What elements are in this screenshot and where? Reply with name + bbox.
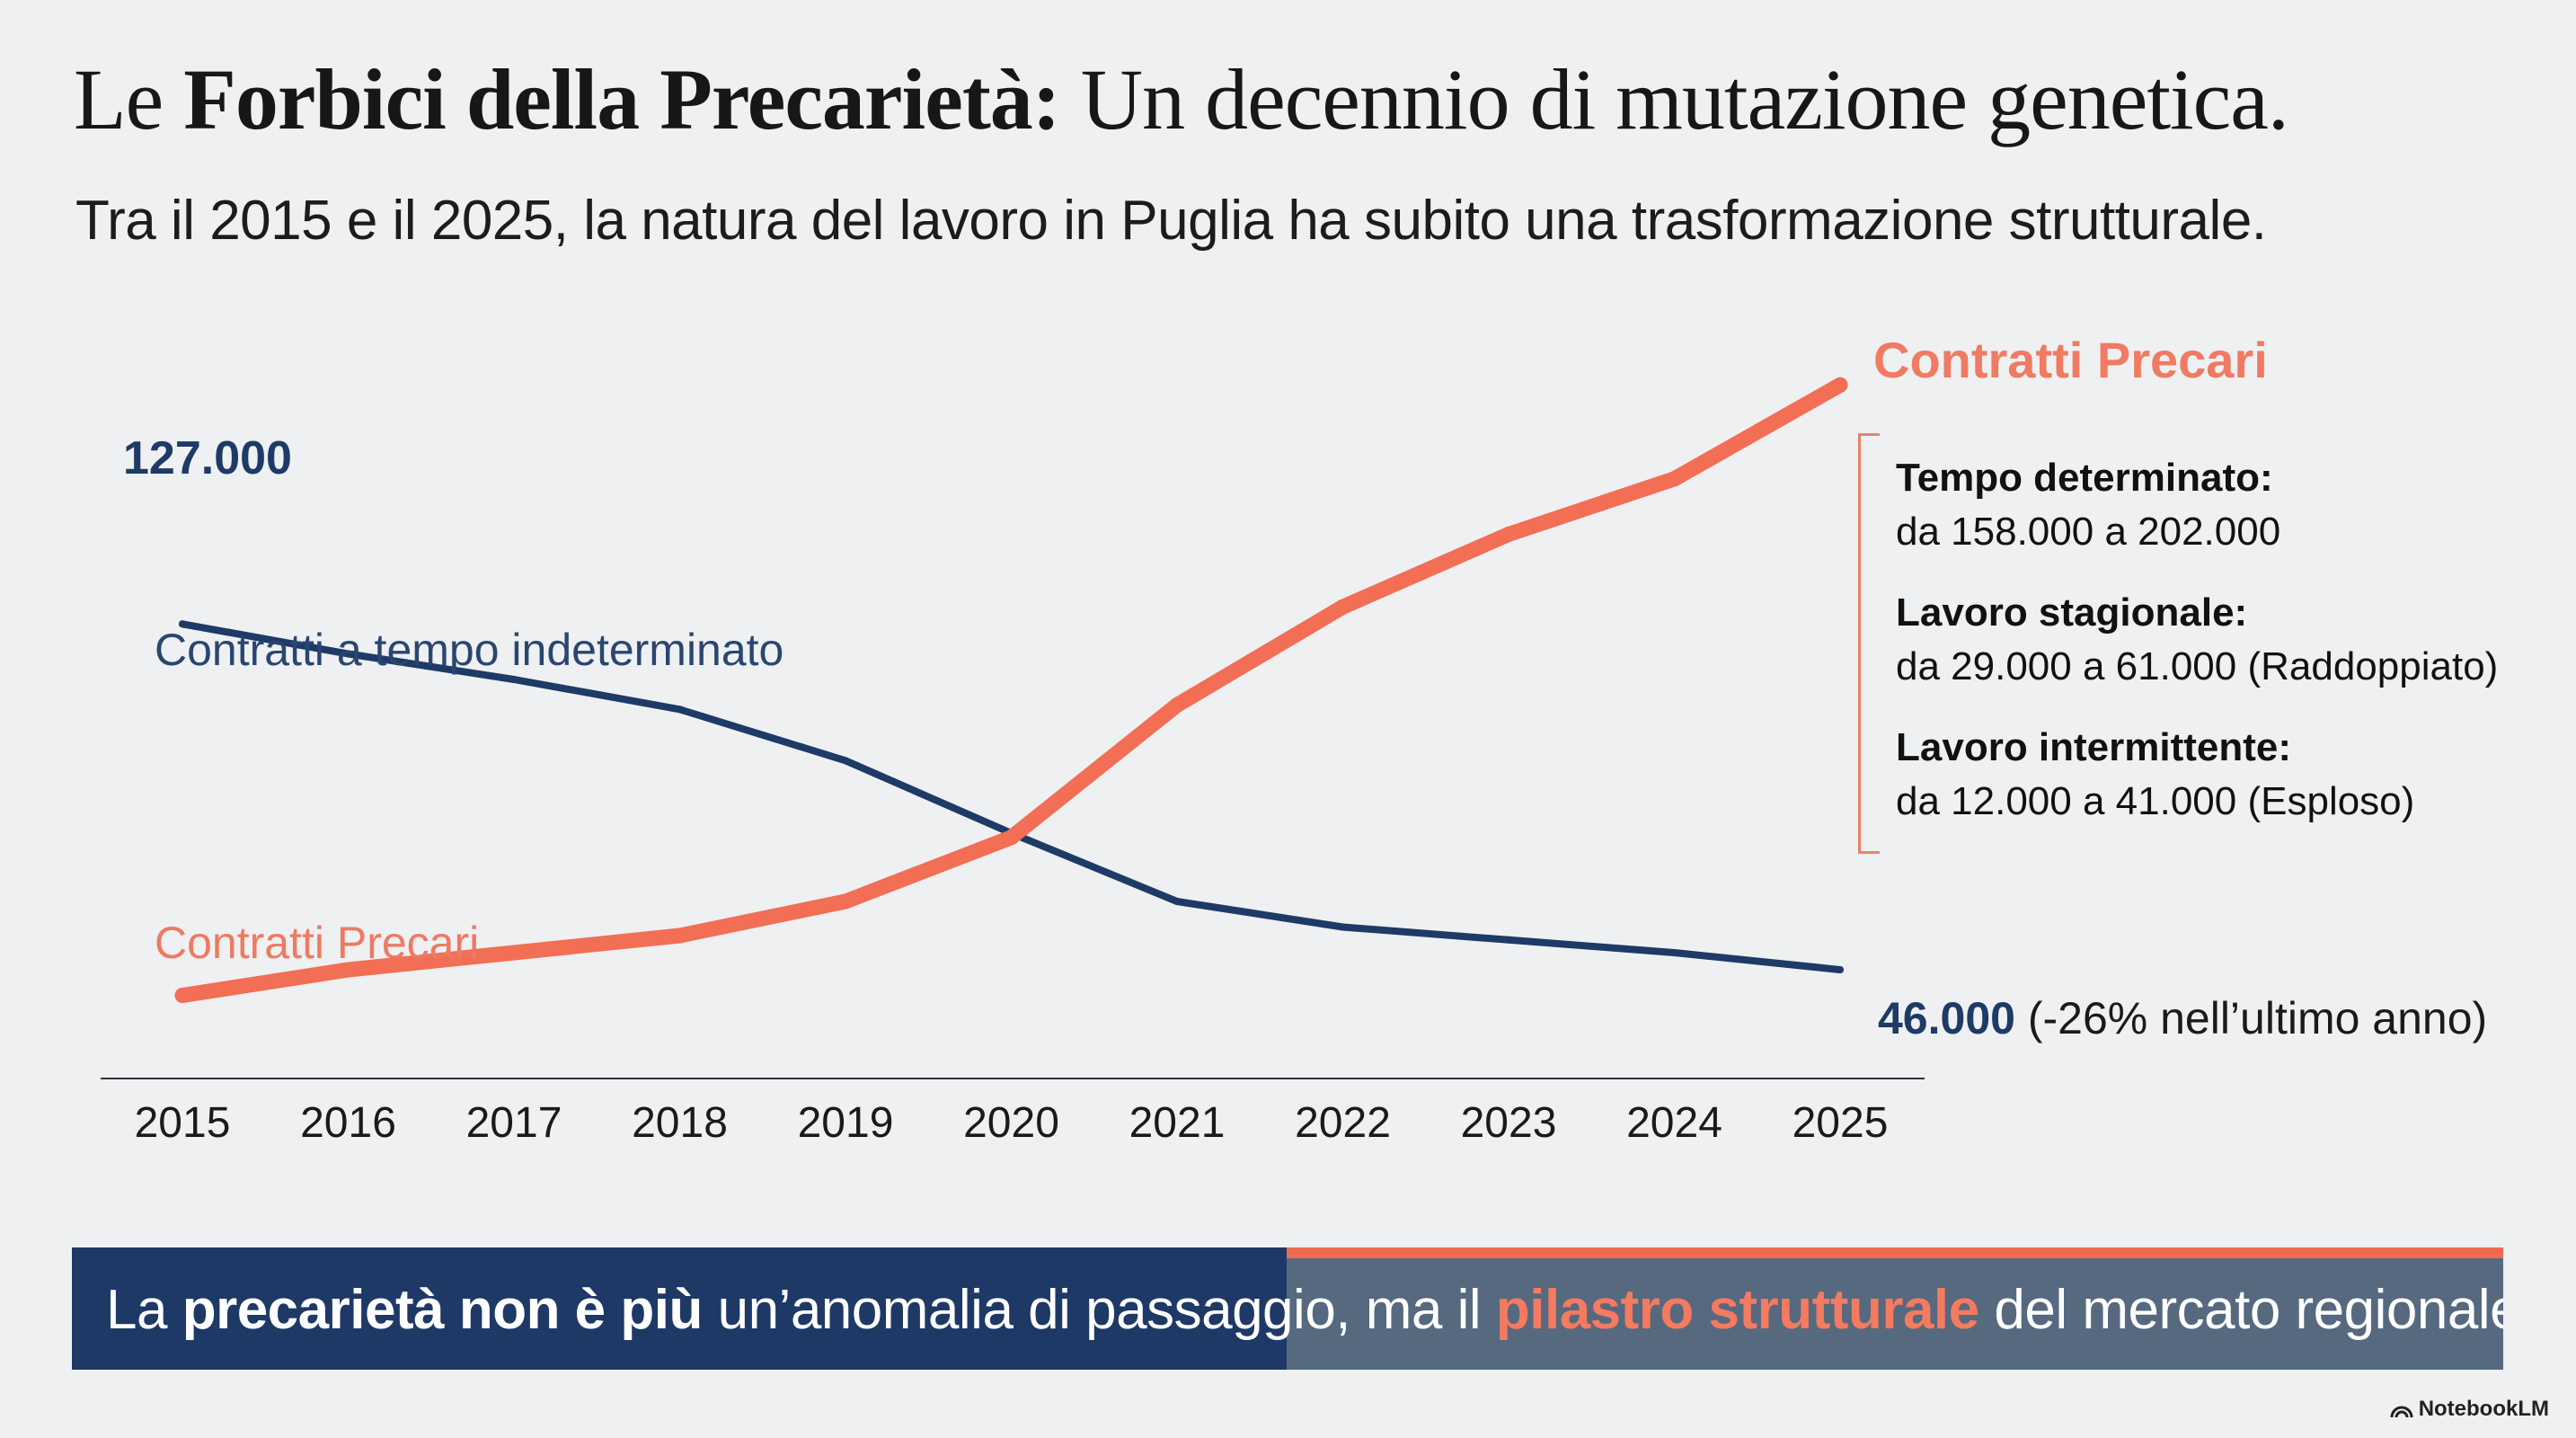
end-value-label: 46.000 (-26% nell’ultimo anno) [1878, 993, 2487, 1043]
banner-right-panel [1287, 1247, 2503, 1370]
x-tick-label: 2023 [1461, 1099, 1557, 1147]
data-point [1505, 936, 1512, 944]
series-label-indeterminato: Contratti a tempo indeterminato [155, 625, 783, 675]
data-point [1173, 898, 1181, 905]
x-tick-label: 2018 [632, 1099, 728, 1147]
start-value-label: 127.000 [123, 432, 292, 484]
data-point [1004, 830, 1019, 846]
x-tick-label: 2022 [1295, 1099, 1391, 1147]
breakdown-value: da 29.000 a 61.000 (Raddoppiato) [1896, 644, 2499, 688]
banner-highlight: pilastro strutturale [1495, 1279, 1979, 1341]
notebooklm-watermark: NotebookLM [2390, 1397, 2549, 1422]
data-point [837, 893, 854, 910]
data-point [1169, 697, 1185, 713]
data-point [842, 757, 849, 765]
breakdown-value: da 12.000 a 41.000 (Esploso) [1896, 779, 2415, 823]
breakdown-item: Lavoro intermittente: da 12.000 a 41.000… [1896, 721, 2414, 829]
data-point [179, 620, 186, 628]
data-point [344, 650, 352, 658]
data-point [1339, 923, 1347, 931]
series-label-precari: Contratti Precari [155, 918, 479, 968]
x-tick-label: 2025 [1793, 1099, 1889, 1147]
x-tick-label: 2019 [798, 1099, 894, 1147]
breakdown-label: Tempo determinato: [1896, 456, 2273, 500]
banner-text-1: La [106, 1279, 182, 1341]
series-line-precari [174, 377, 1848, 1003]
x-tick-label: 2016 [300, 1099, 396, 1147]
data-point [174, 988, 190, 1003]
notebooklm-logo-icon [2390, 1406, 2413, 1417]
banner-text: La precarietà non è più un’anomalia di p… [106, 1247, 2503, 1370]
data-point [1837, 966, 1844, 973]
data-point [1500, 527, 1517, 542]
breakdown-panel: Tempo determinato: da 158.000 a 202.000 … [1858, 433, 2541, 854]
breakdown-value: da 158.000 a 202.000 [1896, 510, 2281, 554]
data-point [506, 945, 522, 961]
end-value-number: 46.000 [1878, 993, 2015, 1043]
data-point [1832, 377, 1848, 393]
x-tick-label: 2024 [1626, 1099, 1722, 1147]
data-point [676, 706, 684, 714]
conclusion-banner: La precarietà non è più un’anomalia di p… [72, 1247, 2503, 1370]
data-point [1670, 949, 1678, 956]
series-end-label-precari: Contratti Precari [1873, 332, 2268, 388]
watermark-text: NotebookLM [2418, 1397, 2549, 1421]
banner-left-panel [72, 1247, 1287, 1370]
x-tick-label: 2017 [466, 1099, 562, 1147]
banner-text-2: precarietà non è più [181, 1279, 704, 1341]
page-subtitle: Tra il 2015 e il 2025, la natura del lav… [75, 190, 2267, 252]
banner-text-3: un’anomalia di passaggio, ma il [702, 1279, 1496, 1341]
data-point [672, 928, 687, 944]
page-title: Le Forbici della Precarietà: Un decennio… [74, 51, 2289, 147]
x-tick-label: 2015 [135, 1099, 231, 1147]
data-point [510, 676, 518, 683]
data-point [1335, 599, 1350, 615]
title-bold: Forbici della Precarietà: [183, 51, 1060, 147]
breakdown-item: Tempo determinato: da 158.000 a 202.000 [1896, 451, 2280, 559]
banner-accent-strip [1287, 1247, 2503, 1258]
breakdown-bracket [1858, 433, 1880, 854]
breakdown-label: Lavoro intermittente: [1896, 725, 2292, 769]
banner-text-5: del mercato regionale. [1978, 1279, 2503, 1341]
x-tick-label: 2021 [1129, 1099, 1226, 1147]
title-lead: Le [74, 51, 184, 147]
title-rest: Un decennio di mutazione genetica. [1059, 51, 2289, 147]
end-value-note: (-26% nell’ultimo anno) [2015, 993, 2487, 1043]
x-tick-label: 2020 [963, 1099, 1059, 1147]
breakdown-label: Lavoro stagionale: [1896, 590, 2248, 635]
breakdown-item: Lavoro stagionale: da 29.000 a 61.000 (R… [1896, 586, 2498, 694]
data-point [1667, 471, 1682, 487]
data-point [341, 962, 356, 978]
